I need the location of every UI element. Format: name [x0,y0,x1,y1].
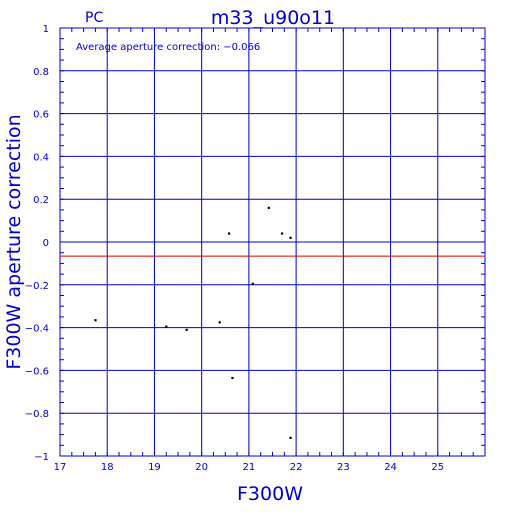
x-tick-label: 20 [195,462,208,473]
data-point [185,328,188,331]
data-points [94,206,292,440]
data-point [165,325,168,328]
y-tick-label: 0.6 [33,110,49,121]
y-tick-label: 0 [43,238,49,249]
x-tick-label: 19 [148,462,161,473]
y-tick-label: 1 [43,24,49,35]
data-point [228,232,231,235]
y-tick-label: −0.4 [25,324,49,335]
grid-lines [59,27,486,457]
data-point [218,321,221,324]
y-tick-label: 0.8 [33,67,49,78]
x-axis-label: F300W [237,483,303,505]
y-tick-label: −0.2 [25,281,49,292]
average-annotation: Average aperture correction: −0.066 [76,42,260,53]
plot-frame [59,27,486,457]
data-point [251,282,254,285]
x-tick-label: 23 [337,462,350,473]
x-tick-label: 22 [290,462,303,473]
data-point [280,232,284,235]
y-tick-label: −1 [34,452,49,463]
y-tick-label: −0.8 [25,409,49,420]
x-tick-label: 24 [384,462,397,473]
y-tick-label: −0.6 [25,366,49,377]
data-point [94,319,97,322]
corner-label: PC [85,10,103,26]
x-tick-label: 21 [243,462,256,473]
x-tick-label: 18 [101,462,114,473]
y-tick-label: 0.2 [33,195,49,206]
x-tick-label: 25 [431,462,444,473]
data-point [231,376,234,380]
data-point [289,236,292,239]
data-point [289,436,292,440]
data-point [267,206,270,209]
chart-title: m33_u90o11 [211,7,335,29]
x-tick-labels: 17 18 19 20 21 22 23 24 25 [54,462,445,473]
y-axis-label: F300W aperture correction [3,114,25,369]
y-tick-label: 0.4 [33,152,49,163]
y-tick-labels: 1 0.8 0.6 0.4 0.2 0 −0.2 −0.4 −0.6 −0.8 −1 [25,24,49,463]
x-tick-label: 17 [54,462,67,473]
